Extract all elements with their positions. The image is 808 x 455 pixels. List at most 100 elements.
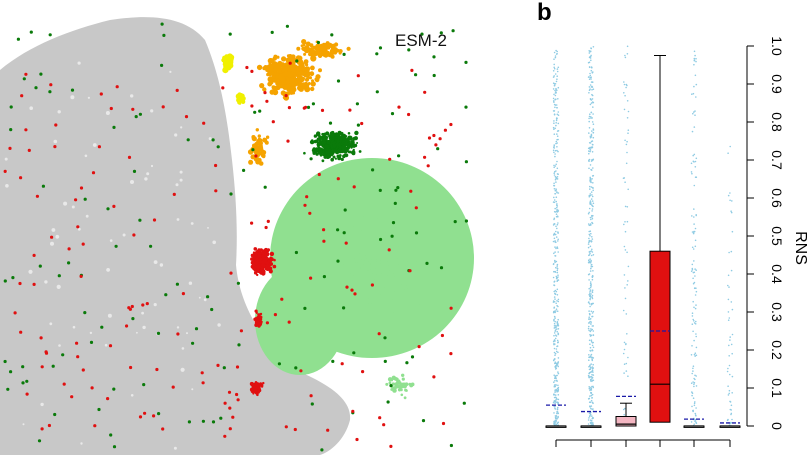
red-scatter-point (351, 409, 355, 413)
dark-green-scatter-point (109, 433, 113, 437)
orange-point (333, 47, 338, 51)
dark-green-scatter-point (352, 351, 356, 355)
jitter-point (626, 140, 628, 143)
jitter-point (590, 116, 592, 118)
jitter-point (592, 416, 594, 419)
jitter-point (589, 136, 592, 139)
jitter-point (693, 111, 695, 113)
red-scatter-point (32, 253, 36, 257)
grey-speckle (198, 296, 201, 299)
jitter-point (554, 292, 556, 295)
jitter-point (554, 354, 556, 357)
orange-point (280, 90, 286, 96)
y-tick-label: 0.3 (769, 302, 785, 322)
red-scatter-point (287, 320, 291, 324)
jitter-point (556, 211, 559, 213)
orange-point (310, 55, 317, 62)
dark-green-scatter-point (390, 112, 395, 116)
orange-point (279, 73, 283, 77)
red-point (269, 262, 274, 266)
jitter-point (556, 135, 559, 137)
orange-point (251, 135, 256, 139)
light-green-point (397, 388, 402, 392)
red-points-layer (3, 61, 453, 448)
jitter-point (731, 352, 733, 355)
grey-speckle (77, 61, 81, 65)
light-green-point (391, 283, 398, 290)
jitter-point (692, 154, 694, 157)
red-scatter-point (214, 163, 218, 168)
dark-green-point (345, 148, 349, 153)
dark-green-scatter-point (51, 364, 55, 368)
jitter-point (557, 389, 559, 392)
red-scatter-point (79, 274, 83, 278)
grey-speckle (159, 263, 164, 267)
red-scatter-point (39, 336, 43, 340)
jitter-point (556, 263, 559, 266)
jitter-point (690, 382, 693, 385)
jitter-point (589, 164, 592, 166)
jitter-point (592, 159, 594, 161)
jitter-point (730, 343, 733, 346)
orange-point (317, 53, 323, 58)
jitter-point (554, 271, 557, 273)
jitter-point (556, 387, 559, 390)
jitter-point (693, 339, 695, 342)
dark-green-scatter-point (277, 362, 281, 366)
jitter-point (555, 266, 557, 269)
jitter-point (695, 335, 697, 338)
jitter-point (729, 339, 731, 341)
light-green-point (405, 389, 408, 392)
jitter-point (690, 270, 693, 273)
red-scatter-point (201, 381, 205, 385)
dark-green-scatter-point (407, 48, 411, 52)
grey-speckle (84, 154, 88, 158)
dark-green-scatter-point (405, 361, 409, 365)
jitter-point (592, 106, 594, 108)
dark-green-point (330, 133, 335, 138)
jitter-point (554, 317, 556, 319)
dark-green-scatter-point (201, 419, 205, 423)
jitter-point (589, 224, 592, 226)
red-scatter-point (432, 133, 436, 138)
light-green-point (422, 250, 428, 256)
jitter-point (591, 397, 593, 399)
jitter-point (625, 370, 628, 372)
jitter-point (588, 230, 590, 233)
grey-speckle (77, 227, 81, 231)
yellow-points-layer (221, 53, 246, 105)
jitter-point (553, 93, 555, 96)
jitter-point (588, 318, 590, 320)
jitter-point (692, 381, 694, 383)
jitter-point (590, 99, 593, 101)
jitter-point (626, 251, 628, 254)
light-green-point (410, 382, 415, 387)
dark-green-point (328, 151, 333, 156)
jitter-point (590, 394, 593, 397)
yellow-point (238, 95, 243, 99)
grey-speckle (56, 284, 61, 289)
jitter-point (588, 117, 590, 120)
jitter-point (589, 201, 591, 204)
jitter-point (695, 304, 697, 306)
jitter-point (553, 412, 555, 414)
jitter-point (693, 216, 695, 218)
jitter-point (556, 205, 559, 207)
dark-green-scatter-point (330, 33, 334, 37)
light-green-point (370, 259, 376, 265)
light-green-point (394, 382, 398, 386)
orange-point (251, 146, 255, 149)
jitter-point (553, 422, 556, 425)
jitter-point (591, 393, 594, 396)
light-green-point (387, 281, 393, 287)
jitter-point (556, 310, 559, 313)
dark-green-point (317, 141, 322, 146)
red-scatter-point (216, 363, 220, 367)
orange-points-layer (247, 39, 351, 166)
red-scatter-point (378, 416, 382, 420)
jitter-point (590, 389, 593, 391)
jitter-point (589, 419, 592, 422)
dark-green-point (340, 135, 345, 140)
jitter-point (694, 287, 696, 289)
red-scatter-point (441, 421, 446, 426)
